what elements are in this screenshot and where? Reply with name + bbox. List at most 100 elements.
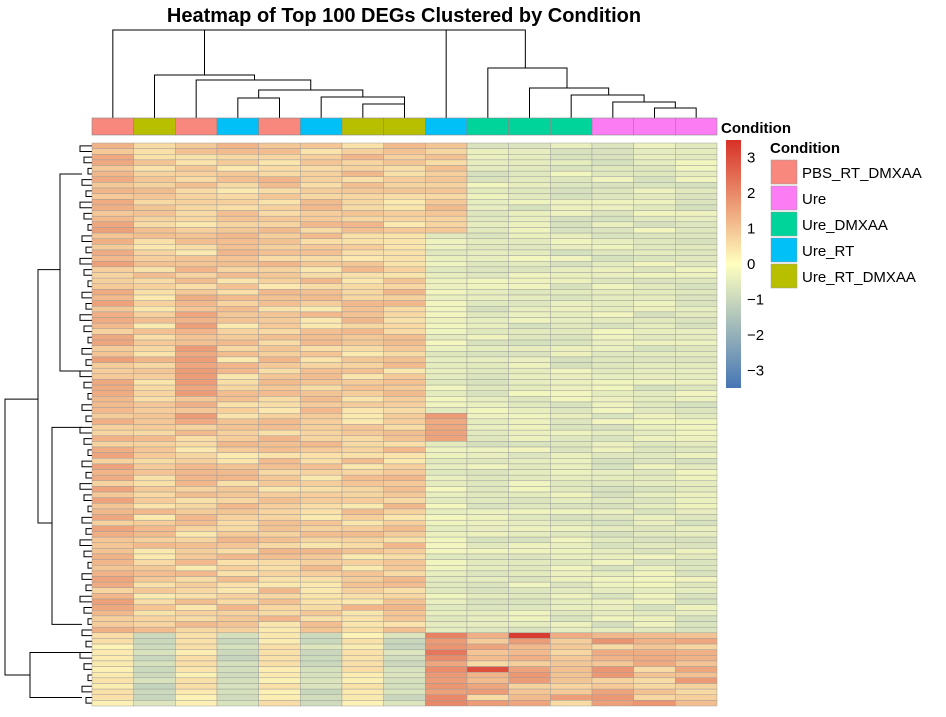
heatmap-cell [216, 362, 259, 369]
heatmap-cell [300, 199, 343, 206]
dendrogram-branch [87, 505, 92, 513]
heatmap-cell [383, 452, 426, 459]
heatmap-cell [425, 441, 468, 448]
heatmap-cell [633, 565, 676, 572]
heatmap-cell [550, 339, 593, 346]
heatmap-cell [675, 424, 718, 431]
heatmap-cell [175, 497, 218, 504]
heatmap-cell [216, 266, 259, 273]
heatmap-cell [675, 553, 718, 560]
heatmap-cell [133, 148, 176, 155]
heatmap-cell [300, 266, 343, 273]
heatmap-cell [175, 159, 218, 166]
heatmap-cell [550, 227, 593, 234]
dendrogram-branch [85, 246, 92, 254]
heatmap-cell [550, 581, 593, 588]
heatmap-cell [466, 266, 509, 273]
heatmap-cell [258, 486, 301, 493]
heatmap-cell [591, 345, 634, 352]
heatmap-cell [425, 345, 468, 352]
heatmap-cell [258, 154, 301, 161]
heatmap-cell [383, 553, 426, 560]
legend-swatch [770, 159, 798, 185]
heatmap-cell [91, 306, 134, 313]
heatmap-cell [175, 587, 218, 594]
annotation-label: Condition [721, 120, 791, 137]
heatmap-cell [175, 384, 218, 391]
heatmap-cell [508, 204, 551, 211]
heatmap-cell [258, 610, 301, 617]
heatmap-cell [341, 339, 384, 346]
heatmap-cell [508, 441, 551, 448]
heatmap-cell [341, 294, 384, 301]
heatmap-cell [258, 576, 301, 583]
heatmap-cell [91, 300, 134, 307]
legend-swatch [770, 263, 798, 289]
heatmap-cell [675, 486, 718, 493]
heatmap-cell [133, 384, 176, 391]
heatmap-cell [633, 508, 676, 515]
heatmap-cell [341, 548, 384, 555]
heatmap-cell [258, 497, 301, 504]
heatmap-cell [675, 491, 718, 498]
heatmap-cell [258, 199, 301, 206]
heatmap-cell [300, 626, 343, 634]
heatmap-cell [91, 441, 134, 448]
heatmap-cell [633, 441, 676, 448]
heatmap-cell [425, 407, 468, 414]
heatmap-cell [300, 536, 343, 543]
heatmap-cell [300, 407, 343, 414]
heatmap-cell [550, 418, 593, 425]
heatmap-cell [425, 266, 468, 273]
heatmap-cell [216, 159, 259, 166]
heatmap-cell [508, 565, 551, 572]
heatmap-cell [508, 199, 551, 206]
heatmap-cell [550, 289, 593, 296]
heatmap-cell [300, 638, 343, 645]
heatmap-cell [508, 491, 551, 498]
heatmap-cell [258, 474, 301, 482]
heatmap-cell [216, 548, 259, 555]
dendrogram-branch [83, 494, 92, 502]
heatmap-cell [550, 390, 593, 397]
heatmap-cell [550, 565, 593, 572]
heatmap-cell [550, 643, 593, 650]
heatmap-cell [383, 587, 426, 594]
heatmap-cell [300, 204, 343, 211]
heatmap-cell [675, 283, 718, 290]
heatmap-cell [91, 570, 134, 577]
heatmap-cell [91, 187, 134, 194]
heatmap-cell [425, 688, 468, 695]
heatmap-cell [91, 148, 134, 155]
heatmap-cell [216, 272, 259, 279]
heatmap-cell [591, 469, 634, 476]
heatmap-cell [675, 581, 718, 588]
heatmap-cell [508, 142, 551, 149]
heatmap-cell [466, 356, 509, 363]
heatmap-cell [675, 519, 718, 527]
dendrogram-branch [4, 398, 38, 676]
heatmap-cell [508, 351, 551, 358]
heatmap-cell [91, 261, 134, 268]
heatmap-cell [425, 525, 468, 532]
heatmap-cell [591, 227, 634, 234]
heatmap-cell [591, 187, 634, 194]
heatmap-cell [300, 519, 343, 527]
heatmap-cell [383, 593, 426, 600]
heatmap-cell [258, 401, 301, 408]
dendrogram-branch [79, 483, 92, 490]
heatmap-cell [675, 176, 718, 183]
heatmap-cell [133, 339, 176, 346]
heatmap-cell [133, 238, 176, 245]
heatmap-cell [258, 688, 301, 695]
condition-annotation-bar [91, 117, 718, 136]
heatmap-cell [91, 176, 134, 183]
heatmap-cell [508, 446, 551, 453]
dendrogram-branch [83, 663, 92, 670]
dendrogram-branch [570, 94, 645, 118]
heatmap-cell [300, 362, 343, 369]
heatmap-cell [383, 497, 426, 504]
dendrogram-branch [87, 561, 92, 569]
heatmap-cell [133, 553, 176, 560]
heatmap-cell [508, 154, 551, 161]
